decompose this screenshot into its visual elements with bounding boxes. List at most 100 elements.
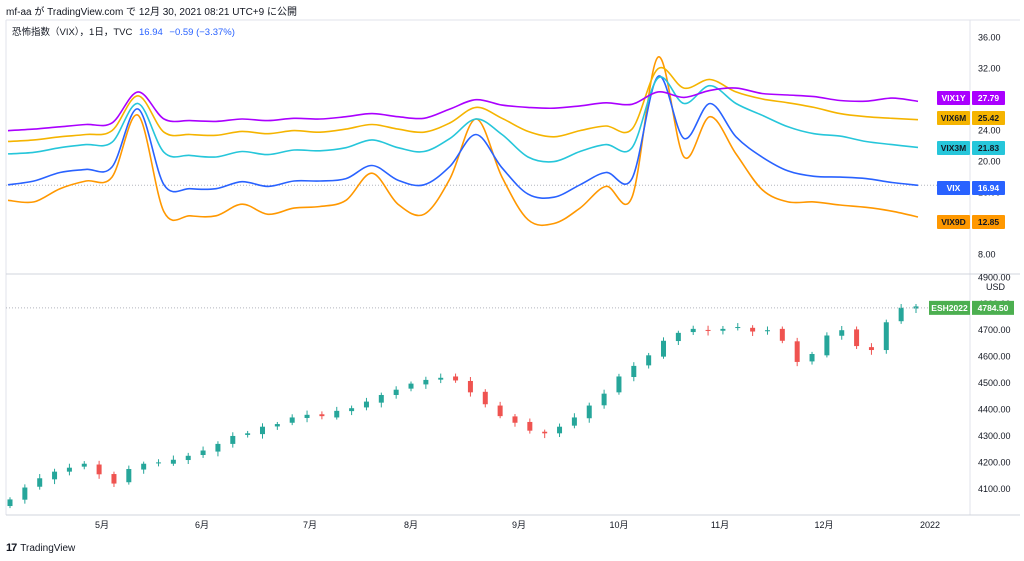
- es-unit-label: USD: [986, 282, 1006, 292]
- es-tick-label: 4200.00: [978, 457, 1011, 467]
- publish-info: が TradingView.com で 12月 30, 2021 08:21 U…: [34, 7, 297, 18]
- tag-name-bg-vix3m: [937, 141, 970, 155]
- tag-name-bg-vix1y: [937, 91, 970, 105]
- candle-body: [81, 463, 87, 467]
- time-tick-label: 10月: [609, 520, 628, 530]
- tag-value-vix1y: 27.79: [978, 93, 1000, 103]
- tag-name-vix: VIX: [947, 183, 961, 193]
- candle-body: [497, 405, 503, 417]
- es-tick-label: 4600.00: [978, 352, 1011, 362]
- vix-tick-label: 20.00: [978, 157, 1001, 167]
- author-name[interactable]: mf-aa: [6, 7, 32, 18]
- candle-body: [423, 379, 429, 385]
- candle-body: [690, 328, 696, 333]
- time-tick-label: 6月: [195, 520, 209, 530]
- candle-body: [438, 377, 444, 380]
- candle-body: [22, 487, 28, 500]
- candle-body: [883, 322, 889, 351]
- candle-body: [854, 329, 860, 347]
- tradingview-logo-icon: 17: [6, 542, 17, 554]
- candle-body: [453, 376, 459, 381]
- symbol-legend: 恐怖指数（VIX），1日，TVC 16.94 −0.59 (−3.37%): [12, 24, 235, 38]
- tag-value-vix: 16.94: [978, 183, 1000, 193]
- candle-body: [779, 328, 785, 341]
- legend-price: 16.94: [139, 27, 163, 38]
- candle-body: [378, 394, 384, 403]
- candle-body: [750, 327, 756, 332]
- candle-body: [616, 376, 622, 393]
- candle-body: [586, 405, 592, 419]
- legend-change: −0.59 (−3.37%): [169, 27, 235, 38]
- candle-body: [274, 424, 280, 427]
- candle-body: [809, 354, 815, 362]
- es-tick-label: 4100.00: [978, 484, 1011, 494]
- candle-body: [467, 380, 473, 393]
- symbol-title[interactable]: 恐怖指数（VIX），1日，TVC: [12, 27, 133, 38]
- candle-body: [542, 431, 548, 434]
- candle-body: [675, 332, 681, 342]
- time-tick-label: 5月: [95, 520, 109, 530]
- tag-value-bg-vix3m: [972, 141, 1005, 155]
- es-tag-name-bg: [929, 300, 970, 315]
- tag-value-bg-vix6m: [972, 111, 1005, 125]
- candle-body: [37, 478, 43, 487]
- publish-header: mf-aa が TradingView.com で 12月 30, 2021 0…: [6, 3, 297, 18]
- tag-name-bg-vix6m: [937, 111, 970, 125]
- series-line-vix1y: [7, 87, 919, 132]
- time-tick-label: 8月: [404, 520, 418, 530]
- candle-body: [111, 474, 117, 484]
- vix-tick-label: 8.00: [978, 250, 996, 260]
- tag-name-vix6m: VIX6M: [941, 113, 967, 123]
- brand-name: TradingView: [20, 542, 76, 554]
- candle-body: [245, 433, 251, 435]
- vix-tick-label: 24.00: [978, 126, 1001, 136]
- candle-body: [482, 391, 488, 405]
- candle-body: [141, 463, 147, 470]
- candle-body: [601, 393, 607, 406]
- es-tag-value: 4784.50: [978, 303, 1009, 313]
- tag-value-bg-vix1y: [972, 91, 1005, 105]
- time-tick-label: 11月: [711, 520, 729, 530]
- candle-body: [631, 365, 637, 378]
- candle-body: [334, 410, 340, 418]
- tag-name-bg-vix: [937, 181, 970, 195]
- candle-body: [571, 417, 577, 426]
- chart-canvas[interactable]: 36.0032.0028.0024.0020.0016.0012.008.004…: [0, 0, 1024, 540]
- candle-body: [868, 347, 874, 351]
- candle-body: [794, 341, 800, 362]
- candle-body: [66, 467, 72, 472]
- candle-body: [230, 435, 236, 444]
- candle-body: [349, 408, 355, 412]
- es-tick-label: 4900.00: [978, 272, 1011, 282]
- tag-value-bg-vix9d: [972, 215, 1005, 229]
- candle-body: [304, 414, 310, 418]
- candle-body: [646, 355, 652, 366]
- candle-body: [319, 414, 325, 417]
- candle-body: [705, 329, 711, 331]
- candle-body: [764, 330, 770, 332]
- time-tick-label: 7月: [303, 520, 317, 530]
- time-tick-label: 2022: [920, 520, 940, 530]
- tag-value-bg-vix: [972, 181, 1005, 195]
- candle-body: [661, 340, 667, 357]
- candle-body: [898, 307, 904, 322]
- es-tag-name: ESH2022: [931, 303, 968, 313]
- candle-body: [512, 416, 518, 423]
- candle-body: [259, 426, 265, 435]
- candle-body: [96, 464, 102, 475]
- candle-body: [156, 462, 162, 464]
- candle-body: [408, 383, 414, 389]
- tag-value-vix3m: 21.83: [978, 143, 1000, 153]
- vix-tick-label: 36.00: [978, 33, 1001, 43]
- candle-body: [289, 417, 295, 423]
- candle-body: [52, 471, 58, 480]
- candle-body: [393, 389, 399, 395]
- tradingview-brand[interactable]: 17 TradingView: [6, 542, 75, 554]
- candle-body: [735, 327, 741, 329]
- candle-body: [720, 328, 726, 331]
- candle-body: [7, 499, 13, 507]
- tag-value-vix6m: 25.42: [978, 113, 1000, 123]
- candle-body: [824, 335, 830, 356]
- tag-name-vix1y: VIX1Y: [941, 93, 965, 103]
- series-line-vix: [7, 75, 919, 200]
